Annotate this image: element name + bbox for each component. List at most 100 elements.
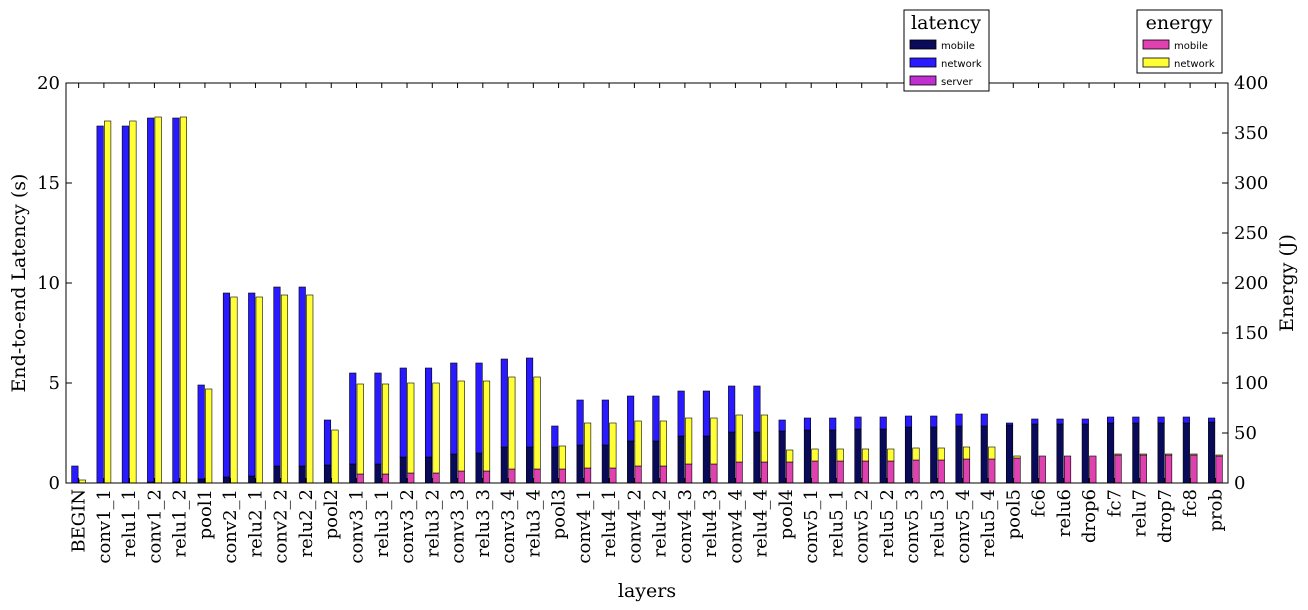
latency-bar-mobile-relu4_2 <box>652 440 660 484</box>
latency-bar-network-fc8 <box>1182 416 1190 424</box>
energy-bar-network-relu2_1 <box>255 296 263 484</box>
energy-bar-network-conv4_3 <box>685 417 693 465</box>
x-tick-label-pool4: pool4 <box>776 489 797 539</box>
latency-bar-mobile-relu3_4 <box>526 446 534 484</box>
right-tick-label: 0 <box>1234 473 1245 494</box>
x-tick-label-relu7: relu7 <box>1130 489 1151 537</box>
latency-bar-mobile-relu7 <box>1132 422 1140 484</box>
latency-bar-network-pool4 <box>778 419 786 432</box>
latency-bar-mobile-conv3_3 <box>450 453 458 484</box>
latency-bar-mobile-conv5_2 <box>854 428 862 484</box>
latency-bar-mobile-conv5_1 <box>803 429 812 484</box>
left-tick-label: 5 <box>49 373 60 394</box>
latency-bar-network-conv4_3 <box>677 390 685 437</box>
x-tick-label-conv4_4: conv4_4 <box>725 489 746 564</box>
energy-bar-network-relu1_1 <box>129 120 137 484</box>
latency-bar-mobile-conv4_1 <box>576 444 584 484</box>
energy-bar-network-conv4_2 <box>634 420 642 467</box>
x-tick-label-relu4_3: relu4_3 <box>700 489 721 558</box>
energy-bar-mobile-conv4_4 <box>735 461 743 484</box>
x-tick-label-relu3_2: relu3_2 <box>422 489 443 558</box>
latency-bar-network-conv5_4 <box>955 413 963 427</box>
x-tick-label-fc6: fc6 <box>1029 489 1050 517</box>
latency-bar-mobile-drop6 <box>1081 423 1089 484</box>
latency-legend-swatch-network <box>909 57 937 68</box>
energy-bar-mobile-conv3_3 <box>457 470 465 484</box>
energy-bar-mobile-conv3_4 <box>508 468 516 484</box>
energy-bar-mobile-conv5_3 <box>912 459 920 484</box>
energy-bar-network-conv2_1 <box>230 296 238 484</box>
latency-bar-network-relu5_3 <box>930 415 938 428</box>
x-tick-label-conv5_3: conv5_3 <box>902 489 923 564</box>
energy-legend-title: energy <box>1146 12 1213 34</box>
energy-bar-network-relu3_3 <box>482 380 491 472</box>
energy-bar-mobile-drop7 <box>1165 454 1173 484</box>
energy-bar-network-conv4_4 <box>735 414 743 463</box>
x-tick-label-fc8: fc8 <box>1180 489 1201 517</box>
latency-bar-mobile-relu3_2 <box>424 456 433 484</box>
energy-bar-network-conv1_2 <box>154 116 162 484</box>
energy-bars <box>78 116 1223 484</box>
x-tick-label-relu4_1: relu4_1 <box>599 489 620 558</box>
latency-bar-mobile-fc6 <box>1031 423 1039 484</box>
latency-bar-network-pool1 <box>197 384 205 480</box>
x-tick-label-pool1: pool1 <box>195 489 216 539</box>
energy-bar-mobile-relu3_2 <box>432 472 440 484</box>
latency-bar-network-relu2_1 <box>248 292 256 477</box>
energy-legend-label-mobile: mobile <box>1174 41 1208 52</box>
latency-bar-mobile-relu5_3 <box>930 426 938 484</box>
latency-bar-network-relu3_1 <box>374 372 382 465</box>
latency-bar-mobile-conv4_3 <box>677 435 685 484</box>
latency-bar-mobile-conv5_4 <box>955 425 963 484</box>
latency-bar-network-relu4_4 <box>753 385 761 433</box>
energy-bar-network-pool2 <box>331 429 339 484</box>
energy-legend-swatch-mobile <box>1142 39 1170 50</box>
x-tick-label-conv1_2: conv1_2 <box>144 489 165 564</box>
right-tick-label: 400 <box>1234 73 1268 94</box>
x-tick-label-pool2: pool2 <box>321 489 342 539</box>
energy-bar-network-fc7 <box>1114 453 1122 456</box>
latency-bar-mobile-conv4_2 <box>627 440 635 484</box>
x-tick-label-relu5_4: relu5_4 <box>978 489 999 558</box>
latency-legend-swatch-server <box>909 75 937 86</box>
right-tick-label: 300 <box>1234 173 1268 194</box>
energy-bar-network-conv5_2 <box>861 448 870 462</box>
right-tick-label: 100 <box>1234 373 1268 394</box>
energy-bar-mobile-fc7 <box>1114 454 1122 484</box>
energy-bar-network-relu4_3 <box>710 417 718 465</box>
latency-bar-mobile-relu3_3 <box>475 452 483 484</box>
x-tick-label-relu3_4: relu3_4 <box>523 489 544 558</box>
latency-bar-mobile-pool1 <box>197 478 205 484</box>
right-tick-label: 350 <box>1234 123 1268 144</box>
right-axis-ticks: 0 50 100 150 200 250 300 350 400 <box>1222 73 1268 494</box>
latency-bar-network-relu4_1 <box>601 399 609 446</box>
x-tick-label-relu2_1: relu2_1 <box>245 489 266 558</box>
energy-bar-network-conv4_1 <box>584 422 592 469</box>
energy-bar-network-relu5_1 <box>836 448 844 462</box>
energy-bar-mobile-relu5_1 <box>836 460 844 484</box>
x-tick-label-conv3_1: conv3_1 <box>347 489 368 564</box>
energy-legend-swatch-network <box>1142 57 1170 68</box>
energy-bar-network-relu2_2 <box>306 294 314 484</box>
x-tick-label-conv2_1: conv2_1 <box>220 489 241 564</box>
x-tick-label-conv5_4: conv5_4 <box>953 489 974 564</box>
energy-bar-mobile-fc6 <box>1038 455 1046 484</box>
latency-bar-network-relu2_2 <box>298 286 306 467</box>
energy-bar-mobile-relu3_4 <box>533 468 541 484</box>
latency-legend-label-mobile: mobile <box>941 41 975 52</box>
energy-bar-network-conv5_1 <box>811 448 819 462</box>
latency-bar-mobile-conv5_3 <box>904 426 913 484</box>
latency-bar-network-conv4_2 <box>627 395 635 442</box>
x-axis-ticks: BEGIN conv1_1 relu1_1 conv1_2 relu1_2 pool1 co… <box>69 83 1226 564</box>
energy-bar-network-relu4_2 <box>659 420 667 467</box>
x-tick-label-pool3: pool3 <box>549 489 570 539</box>
x-tick-label-relu5_2: relu5_2 <box>877 489 898 558</box>
x-tick-label-relu4_4: relu4_4 <box>751 489 772 558</box>
energy-bar-network-relu3_1 <box>381 383 390 475</box>
x-tick-label-drop6: drop6 <box>1079 489 1100 543</box>
latency-bar-network-relu4_3 <box>702 390 710 437</box>
latency-bar-mobile-pool5 <box>1005 424 1014 484</box>
left-tick-label: 10 <box>37 273 60 294</box>
latency-legend-swatch-mobile <box>909 39 937 50</box>
